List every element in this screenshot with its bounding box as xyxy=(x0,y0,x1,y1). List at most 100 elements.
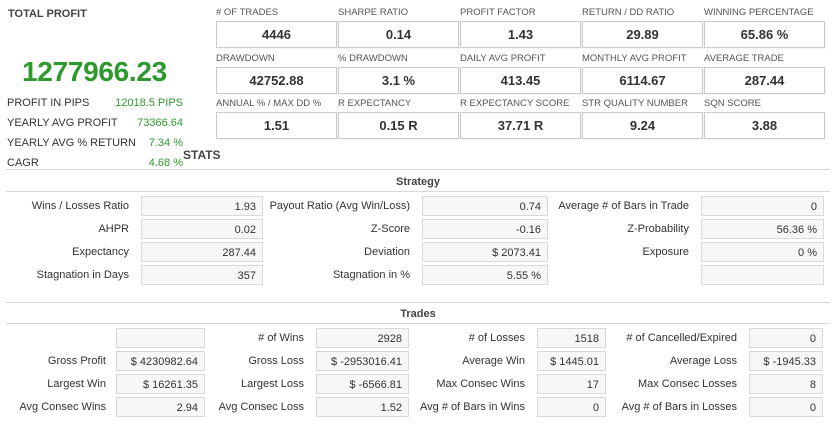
field-label: Average Win xyxy=(462,355,525,367)
metric-value: 6114.67 xyxy=(582,67,703,94)
field-value: 2.94 xyxy=(116,397,205,417)
metric-value: 287.44 xyxy=(704,67,825,94)
field-label: Exposure xyxy=(642,246,689,258)
metric-label: AVERAGE TRADE xyxy=(704,53,784,64)
metric-percent-drawdown: % DRAWDOWN 3.1 % xyxy=(338,53,459,94)
field-value: $ -1945.33 xyxy=(749,351,823,371)
field-value: 1.52 xyxy=(316,397,409,417)
metric-label: R EXPECTANCY SCORE xyxy=(460,98,570,109)
cagr-label: CAGR xyxy=(7,157,39,169)
cagr-value: 4.68 % xyxy=(148,157,183,169)
yearly-avg-profit-label: YEARLY AVG PROFIT xyxy=(7,117,118,129)
metric-label: # OF TRADES xyxy=(216,7,279,18)
yearly-avg-return-label: YEARLY AVG % RETURN xyxy=(7,137,136,149)
field-value: 0 xyxy=(749,328,823,348)
metric-sharpe-ratio: SHARPE RATIO 0.14 xyxy=(338,7,459,48)
metric-label: % DRAWDOWN xyxy=(338,53,408,64)
field-label: Avg Consec Wins xyxy=(19,401,106,413)
strategy-title: Strategy xyxy=(395,176,441,188)
yearly-avg-profit-value: 73366.64 xyxy=(137,117,183,129)
metric-str-quality-number: STR QUALITY NUMBER 9.24 xyxy=(582,98,703,139)
metric-profit-factor: PROFIT FACTOR 1.43 xyxy=(460,7,581,48)
field-value: $ -6566.81 xyxy=(316,374,409,394)
field-label: Gross Loss xyxy=(248,355,304,367)
field-value: 0.02 xyxy=(141,219,263,239)
field-value: 0 xyxy=(537,397,606,417)
profit-in-pips-value: 12018.5 PIPS xyxy=(115,97,183,109)
metric-value: 42752.88 xyxy=(216,67,337,94)
total-profit-title: TOTAL PROFIT xyxy=(8,8,87,20)
metric-average-trade: AVERAGE TRADE 287.44 xyxy=(704,53,825,94)
field-label: Wins / Losses Ratio xyxy=(31,200,129,212)
field-value: 287.44 xyxy=(141,242,263,262)
metric-label: SHARPE RATIO xyxy=(338,7,409,18)
field-label: Z-Probability xyxy=(627,223,689,235)
field-value: $ 4230982.64 xyxy=(116,351,205,371)
field-label: Largest Loss xyxy=(241,378,304,390)
strategy-divider xyxy=(6,191,830,192)
field-label: # of Cancelled/Expired xyxy=(626,332,737,344)
field-label: Max Consec Losses xyxy=(637,378,737,390)
field-value: 1.93 xyxy=(141,196,263,216)
field-value: $ 2073.41 xyxy=(422,242,548,262)
field-value: 56.36 % xyxy=(701,219,824,239)
profit-in-pips-label: PROFIT IN PIPS xyxy=(7,97,90,109)
field-value: 0.74 xyxy=(422,196,548,216)
field-value: 0 % xyxy=(701,242,824,262)
field-label: Average # of Bars in Trade xyxy=(558,200,689,212)
metric-label: RETURN / DD RATIO xyxy=(582,7,675,18)
field-value xyxy=(116,328,205,348)
field-value: 17 xyxy=(537,374,606,394)
yearly-avg-return-value: 7.34 % xyxy=(148,137,183,149)
field-label: Gross Profit xyxy=(47,355,106,367)
strategy-divider xyxy=(6,169,830,170)
metric-label: MONTHLY AVG PROFIT xyxy=(582,53,687,64)
field-label: Stagnation in % xyxy=(332,269,410,281)
field-label: Max Consec Wins xyxy=(436,378,525,390)
metric-label: STR QUALITY NUMBER xyxy=(582,98,688,109)
metric-label: DAILY AVG PROFIT xyxy=(460,53,546,64)
field-label: Expectancy xyxy=(72,246,129,258)
field-value: 2928 xyxy=(316,328,409,348)
field-label: Avg # of Bars in Wins xyxy=(420,401,525,413)
metric-return-dd-ratio: RETURN / DD RATIO 29.89 xyxy=(582,7,703,48)
metric-value: 65.86 % xyxy=(704,21,825,48)
metric-value: 1.51 xyxy=(216,112,337,139)
metric-value: 0.15 R xyxy=(338,112,459,139)
field-value: 5.55 % xyxy=(422,265,548,285)
metric-r-expectancy: R EXPECTANCY 0.15 R xyxy=(338,98,459,139)
field-value: 0 xyxy=(749,397,823,417)
field-value: -0.16 xyxy=(422,219,548,239)
field-value: 0 xyxy=(701,196,824,216)
cagr-row: CAGR 4.68 % xyxy=(7,157,183,171)
metric-sqn-score: SQN SCORE 3.88 xyxy=(704,98,825,139)
field-label: # of Wins xyxy=(258,332,304,344)
metric-winning-percentage: WINNING PERCENTAGE 65.86 % xyxy=(704,7,825,48)
trades-title: Trades xyxy=(400,308,436,320)
field-label: Largest Win xyxy=(47,378,106,390)
metric-label: SQN SCORE xyxy=(704,98,762,109)
trades-divider xyxy=(6,302,830,303)
field-value: 8 xyxy=(749,374,823,394)
metric-trades: # OF TRADES 4446 xyxy=(216,7,337,48)
stats-heading: STATS xyxy=(183,148,221,162)
metric-label: WINNING PERCENTAGE xyxy=(704,7,814,18)
metric-value: 3.1 % xyxy=(338,67,459,94)
field-label: Average Loss xyxy=(669,355,737,367)
metric-value: 413.45 xyxy=(460,67,581,94)
metric-daily-avg-profit: DAILY AVG PROFIT 413.45 xyxy=(460,53,581,94)
field-value: 1518 xyxy=(537,328,606,348)
metric-annual-max-dd: ANNUAL % / MAX DD % 1.51 xyxy=(216,98,337,139)
field-label: Payout Ratio (Avg Win/Loss) xyxy=(269,200,410,212)
field-label: Avg # of Bars in Losses xyxy=(621,401,737,413)
metric-label: DRAWDOWN xyxy=(216,53,275,64)
yearly-avg-return-row: YEARLY AVG % RETURN 7.34 % xyxy=(7,137,183,151)
field-value: $ -2953016.41 xyxy=(316,351,409,371)
metric-label: ANNUAL % / MAX DD % xyxy=(216,98,322,109)
total-profit-value: 1277966.23 xyxy=(22,56,167,87)
metric-value: 3.88 xyxy=(704,112,825,139)
field-label: Avg Consec Loss xyxy=(218,401,304,413)
field-value: $ 16261.35 xyxy=(116,374,205,394)
profit-in-pips-row: PROFIT IN PIPS 12018.5 PIPS xyxy=(7,97,183,111)
field-label: Z-Score xyxy=(370,223,410,235)
